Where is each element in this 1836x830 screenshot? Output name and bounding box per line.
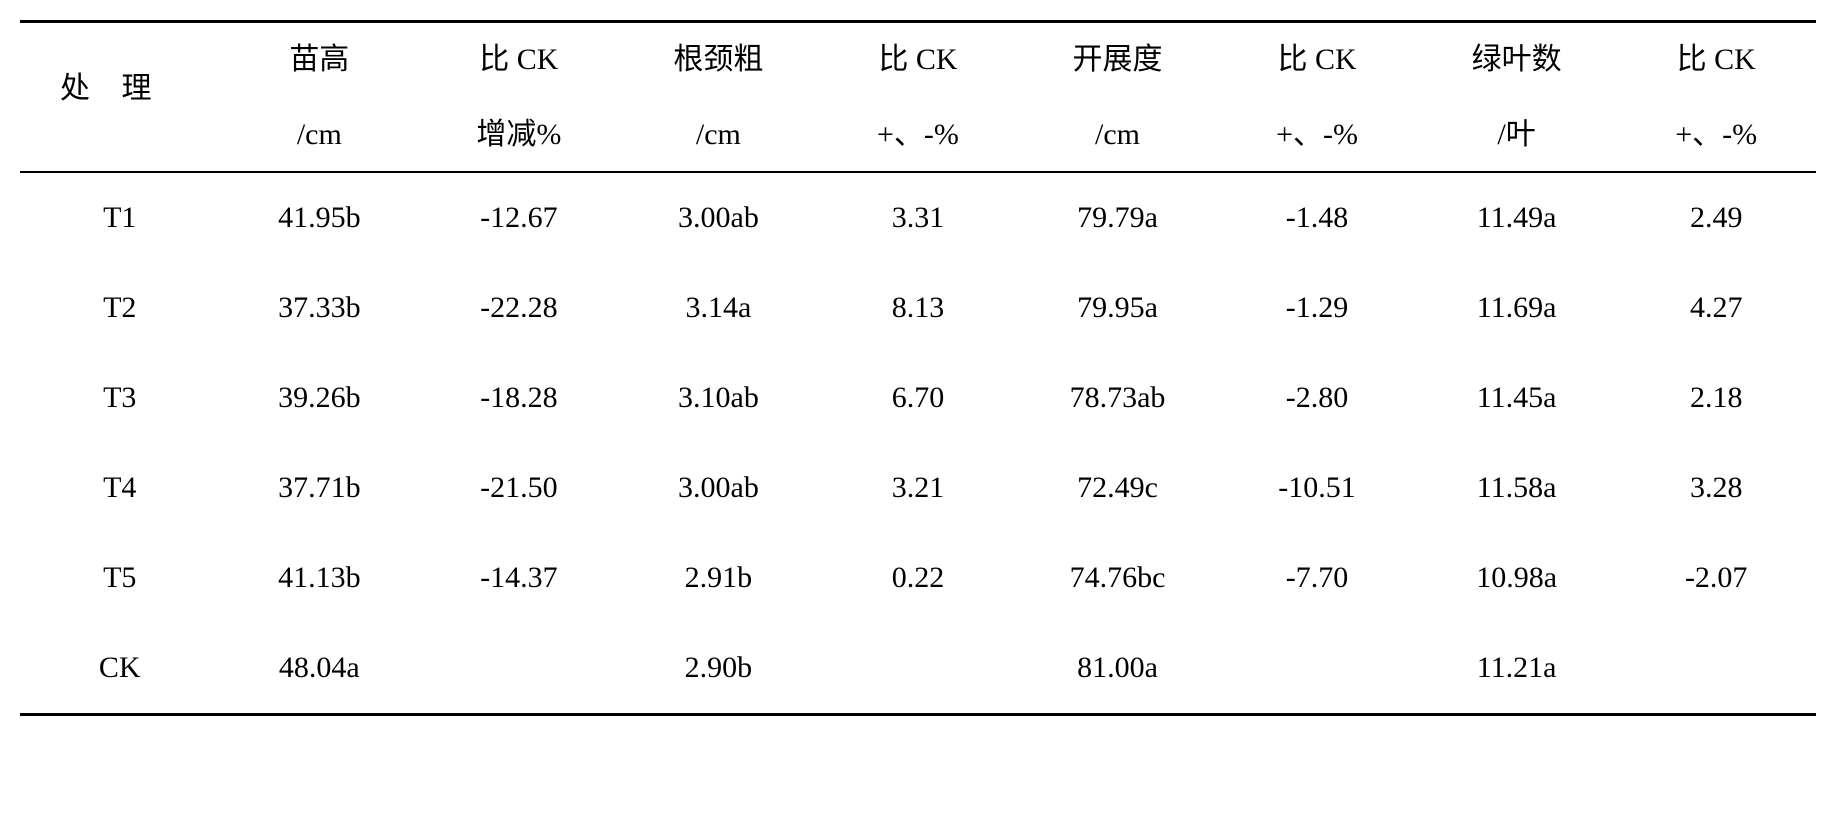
col-header-root-neck: 根颈粗 /cm	[619, 22, 819, 173]
cell-leaves: 11.45a	[1417, 353, 1617, 443]
cell-sp-vs-ck: -1.48	[1217, 172, 1417, 263]
cell-rn-vs-ck	[818, 623, 1018, 715]
col-header-leaves: 绿叶数 /叶	[1417, 22, 1617, 173]
cell-lv-vs-ck: -2.07	[1616, 533, 1816, 623]
cell-treatment: T4	[20, 443, 220, 533]
cell-spread: 78.73ab	[1018, 353, 1218, 443]
header-line: 开展度	[1022, 31, 1214, 88]
cell-sh-vs-ck: -22.28	[419, 263, 619, 353]
cell-rn-vs-ck: 0.22	[818, 533, 1018, 623]
cell-treatment: CK	[20, 623, 220, 715]
cell-sp-vs-ck: -2.80	[1217, 353, 1417, 443]
cell-lv-vs-ck: 2.49	[1616, 172, 1816, 263]
cell-root-neck: 3.00ab	[619, 443, 819, 533]
header-line: /cm	[1022, 106, 1214, 163]
table-row: T1 41.95b -12.67 3.00ab 3.31 79.79a -1.4…	[20, 172, 1816, 263]
cell-seedling-height: 48.04a	[220, 623, 420, 715]
table-row: T4 37.71b -21.50 3.00ab 3.21 72.49c -10.…	[20, 443, 1816, 533]
cell-seedling-height: 37.71b	[220, 443, 420, 533]
table-row: CK 48.04a 2.90b 81.00a 11.21a	[20, 623, 1816, 715]
header-line: 比 CK	[1221, 31, 1413, 88]
cell-sp-vs-ck	[1217, 623, 1417, 715]
table-row: T5 41.13b -14.37 2.91b 0.22 74.76bc -7.7…	[20, 533, 1816, 623]
col-header-lv-vs-ck: 比 CK +、-%	[1616, 22, 1816, 173]
cell-sh-vs-ck	[419, 623, 619, 715]
header-line: 绿叶数	[1421, 31, 1613, 88]
cell-sh-vs-ck: -21.50	[419, 443, 619, 533]
cell-spread: 79.79a	[1018, 172, 1218, 263]
data-table: 处 理 苗高 /cm 比 CK 增减% 根颈粗 /cm 比 CK +、-% 开展…	[20, 20, 1816, 716]
cell-root-neck: 3.10ab	[619, 353, 819, 443]
header-line: 比 CK	[822, 31, 1014, 88]
cell-rn-vs-ck: 6.70	[818, 353, 1018, 443]
cell-spread: 79.95a	[1018, 263, 1218, 353]
cell-spread: 74.76bc	[1018, 533, 1218, 623]
cell-sh-vs-ck: -14.37	[419, 533, 619, 623]
col-header-spread: 开展度 /cm	[1018, 22, 1218, 173]
cell-sp-vs-ck: -10.51	[1217, 443, 1417, 533]
cell-rn-vs-ck: 3.31	[818, 172, 1018, 263]
cell-seedling-height: 37.33b	[220, 263, 420, 353]
col-header-sp-vs-ck: 比 CK +、-%	[1217, 22, 1417, 173]
header-line: 增减%	[423, 106, 615, 163]
cell-root-neck: 3.14a	[619, 263, 819, 353]
cell-seedling-height: 39.26b	[220, 353, 420, 443]
cell-leaves: 11.21a	[1417, 623, 1617, 715]
col-header-treatment: 处 理	[20, 22, 220, 173]
cell-treatment: T2	[20, 263, 220, 353]
table-header-row: 处 理 苗高 /cm 比 CK 增减% 根颈粗 /cm 比 CK +、-% 开展…	[20, 22, 1816, 173]
cell-leaves: 11.58a	[1417, 443, 1617, 533]
cell-seedling-height: 41.95b	[220, 172, 420, 263]
col-header-rn-vs-ck: 比 CK +、-%	[818, 22, 1018, 173]
cell-seedling-height: 41.13b	[220, 533, 420, 623]
cell-lv-vs-ck: 2.18	[1616, 353, 1816, 443]
cell-rn-vs-ck: 3.21	[818, 443, 1018, 533]
header-line: 比 CK	[1620, 31, 1812, 88]
cell-root-neck: 3.00ab	[619, 172, 819, 263]
cell-lv-vs-ck	[1616, 623, 1816, 715]
cell-leaves: 11.69a	[1417, 263, 1617, 353]
cell-spread: 81.00a	[1018, 623, 1218, 715]
cell-root-neck: 2.90b	[619, 623, 819, 715]
cell-root-neck: 2.91b	[619, 533, 819, 623]
header-line: /叶	[1421, 106, 1613, 163]
cell-treatment: T1	[20, 172, 220, 263]
cell-spread: 72.49c	[1018, 443, 1218, 533]
cell-lv-vs-ck: 3.28	[1616, 443, 1816, 533]
cell-sh-vs-ck: -18.28	[419, 353, 619, 443]
cell-treatment: T5	[20, 533, 220, 623]
header-line: /cm	[224, 106, 416, 163]
cell-leaves: 10.98a	[1417, 533, 1617, 623]
col-header-sh-vs-ck: 比 CK 增减%	[419, 22, 619, 173]
header-line: 苗高	[224, 31, 416, 88]
header-line: +、-%	[1620, 106, 1812, 163]
cell-sp-vs-ck: -7.70	[1217, 533, 1417, 623]
cell-rn-vs-ck: 8.13	[818, 263, 1018, 353]
header-line: +、-%	[1221, 106, 1413, 163]
table-row: T3 39.26b -18.28 3.10ab 6.70 78.73ab -2.…	[20, 353, 1816, 443]
header-line: +、-%	[822, 106, 1014, 163]
cell-sh-vs-ck: -12.67	[419, 172, 619, 263]
col-header-seedling-height: 苗高 /cm	[220, 22, 420, 173]
header-line: /cm	[623, 106, 815, 163]
header-line: 处 理	[60, 60, 216, 117]
table-row: T2 37.33b -22.28 3.14a 8.13 79.95a -1.29…	[20, 263, 1816, 353]
cell-treatment: T3	[20, 353, 220, 443]
header-line: 比 CK	[423, 31, 615, 88]
cell-leaves: 11.49a	[1417, 172, 1617, 263]
cell-sp-vs-ck: -1.29	[1217, 263, 1417, 353]
header-line: 根颈粗	[623, 31, 815, 88]
cell-lv-vs-ck: 4.27	[1616, 263, 1816, 353]
